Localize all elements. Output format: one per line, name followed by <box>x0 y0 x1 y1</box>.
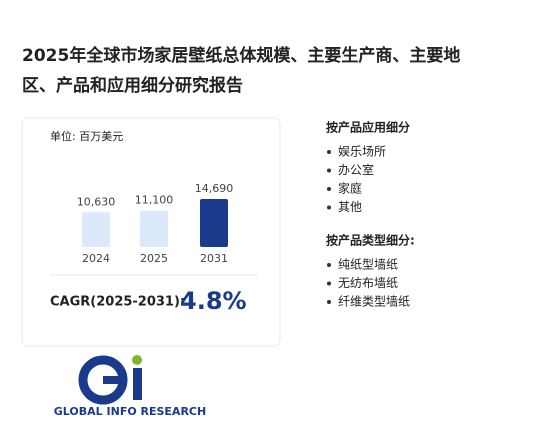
section-item: 娱乐场所 <box>338 145 386 159</box>
section-heading: 按产品类型细分: <box>326 233 415 248</box>
section-heading: 按产品应用细分 <box>326 120 410 135</box>
title-line-2: 区、产品和应用细分研究报告 <box>22 75 243 96</box>
value-label: 11,100 <box>135 194 174 207</box>
bullet <box>327 150 331 154</box>
bar <box>140 210 168 247</box>
category-label: 2024 <box>82 252 110 265</box>
logo-dot <box>132 355 142 365</box>
unit-label: 单位: 百万美元 <box>50 129 123 143</box>
section-item: 办公室 <box>338 162 374 177</box>
cagr-label: CAGR(2025-2031): <box>50 295 185 310</box>
value-label: 10,630 <box>77 195 116 208</box>
bar <box>200 199 228 247</box>
logo: GLOBAL INFO RESEARCH <box>54 355 206 418</box>
section-item: 无纺布墙纸 <box>338 276 398 290</box>
section-item: 其他 <box>338 200 362 214</box>
logo-text: GLOBAL INFO RESEARCH <box>54 405 206 418</box>
section-item: 家庭 <box>338 181 362 196</box>
bullet <box>327 168 331 173</box>
bullet <box>327 187 331 191</box>
section-item: 纯纸型墙纸 <box>338 258 398 272</box>
cagr-value: 4.8% <box>180 287 247 315</box>
category-label: 2025 <box>140 252 168 265</box>
logo-bar <box>103 376 125 384</box>
value-label: 14,690 <box>195 182 234 195</box>
bullet <box>327 300 331 304</box>
bullet <box>327 205 331 210</box>
bullet <box>327 281 331 286</box>
section-item: 纤维类型墙纸 <box>338 295 410 309</box>
logo-i <box>133 368 142 400</box>
title-line-1: 2025年全球市场家居壁纸总体规模、主要生产商、主要地 <box>22 45 460 66</box>
bar <box>82 212 110 247</box>
category-label: 2031 <box>200 252 228 265</box>
bullet <box>327 263 331 267</box>
